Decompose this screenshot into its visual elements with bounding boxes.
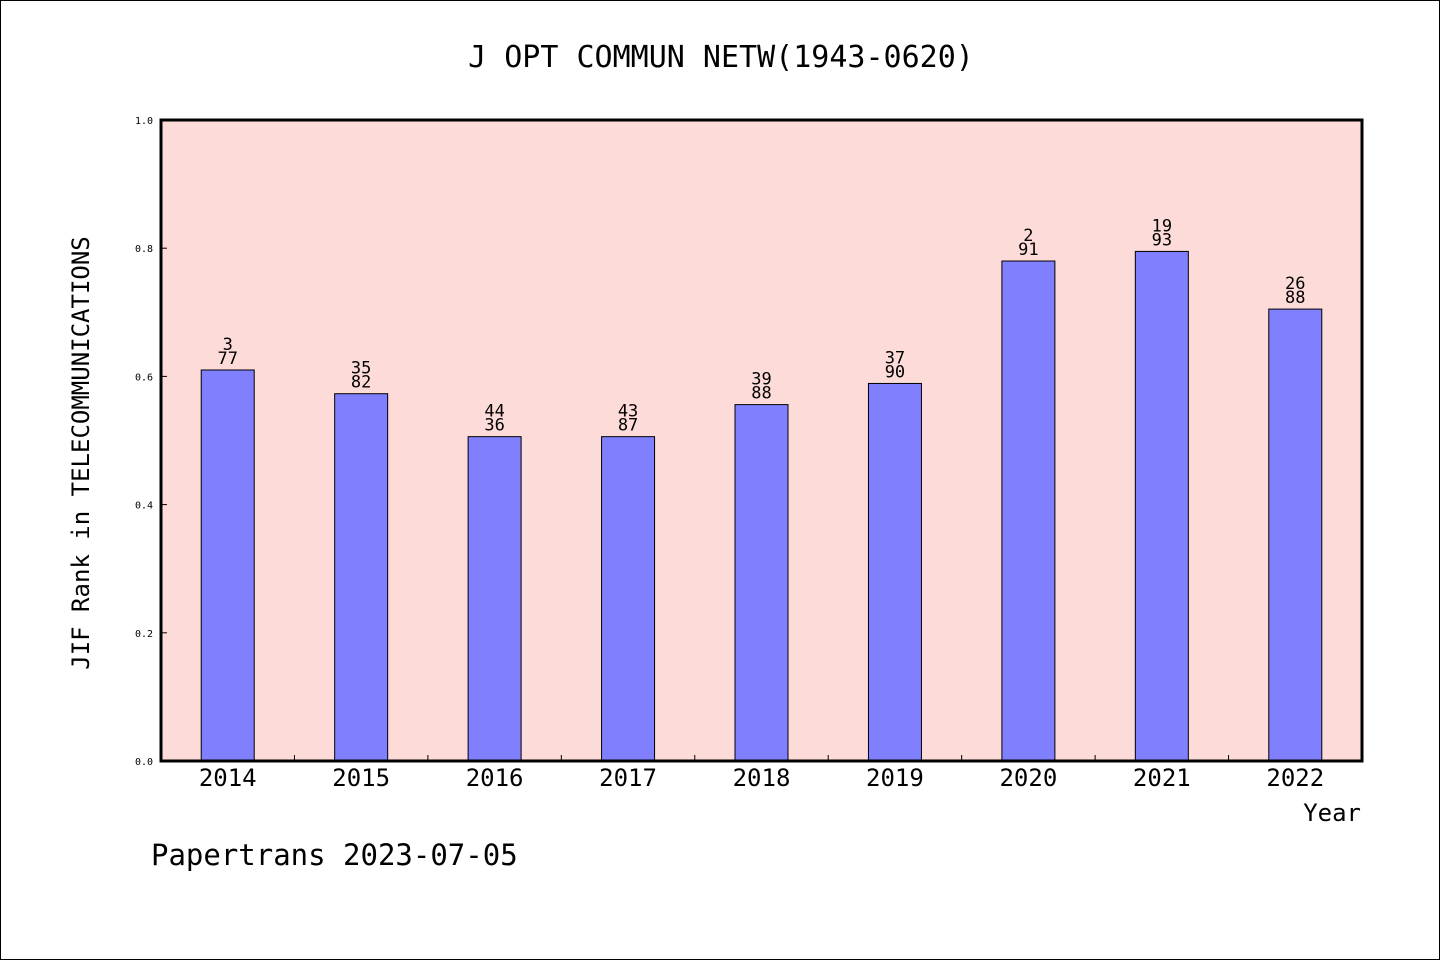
bar-2017 [601, 436, 656, 762]
x-tick-label: 2018 [733, 764, 791, 792]
bar-2020 [1001, 260, 1056, 762]
x-axis-label: Year [1303, 799, 1361, 827]
bar-label-rank: 39 [751, 370, 771, 390]
bar-2019 [867, 382, 922, 762]
bar-2018 [734, 404, 789, 762]
x-tick-label: 2020 [999, 764, 1057, 792]
bar-2014 [200, 369, 255, 762]
bar-label-total: 93 [1152, 230, 1172, 250]
y-tick-label: 1.0 [135, 116, 153, 127]
y-tick-label: 0.0 [135, 757, 153, 768]
bar-label-rank: 35 [351, 359, 371, 379]
y-tick-label: 0.8 [135, 244, 153, 255]
bar-label-total: 88 [1285, 288, 1305, 308]
chart-title: J OPT COMMUN NETW(1943-0620) [468, 40, 974, 75]
bar-label-total: 36 [484, 416, 504, 436]
bar-label-rank: 43 [618, 402, 638, 422]
bars [200, 250, 1323, 762]
bar-label-rank: 3 [223, 335, 233, 355]
bar-label-total: 88 [751, 384, 771, 404]
x-tick-label: 2022 [1266, 764, 1324, 792]
bar-label-rank: 19 [1152, 216, 1172, 236]
bar-2015 [334, 393, 389, 762]
y-axis-label: JIF Rank in TELECOMMUNICATIONS [67, 236, 95, 669]
x-tick-label: 2017 [599, 764, 657, 792]
bar-label-rank: 2 [1023, 226, 1033, 246]
bar-label-total: 91 [1018, 240, 1038, 260]
bar-2016 [467, 436, 522, 762]
x-tick-label: 2015 [332, 764, 390, 792]
bar-2021 [1134, 250, 1189, 762]
plot-border [159, 118, 1364, 763]
bar-label-total: 87 [618, 416, 638, 436]
y-tick-label: 0.6 [135, 372, 153, 383]
bar-2022 [1268, 308, 1323, 762]
bar-label-total: 82 [351, 373, 371, 393]
y-tick-label: 0.2 [135, 629, 153, 640]
y-tick-label: 0.4 [135, 501, 153, 512]
bar-label-total: 77 [217, 349, 237, 369]
x-tick-label: 2021 [1133, 764, 1191, 792]
bar-label-rank: 44 [484, 402, 504, 422]
x-tick-label: 2019 [866, 764, 924, 792]
x-tick-label: 2016 [466, 764, 524, 792]
x-axis: 2014 2015 2016 2017 2018 2019 2020 2021 2022 [199, 755, 1324, 792]
bar-label-total: 90 [885, 362, 905, 382]
x-tick-label: 2014 [199, 764, 257, 792]
bar-label-rank: 37 [885, 348, 905, 368]
bar-label-rank: 26 [1285, 274, 1305, 294]
footer-text: Papertrans 2023-07-05 [151, 838, 518, 872]
